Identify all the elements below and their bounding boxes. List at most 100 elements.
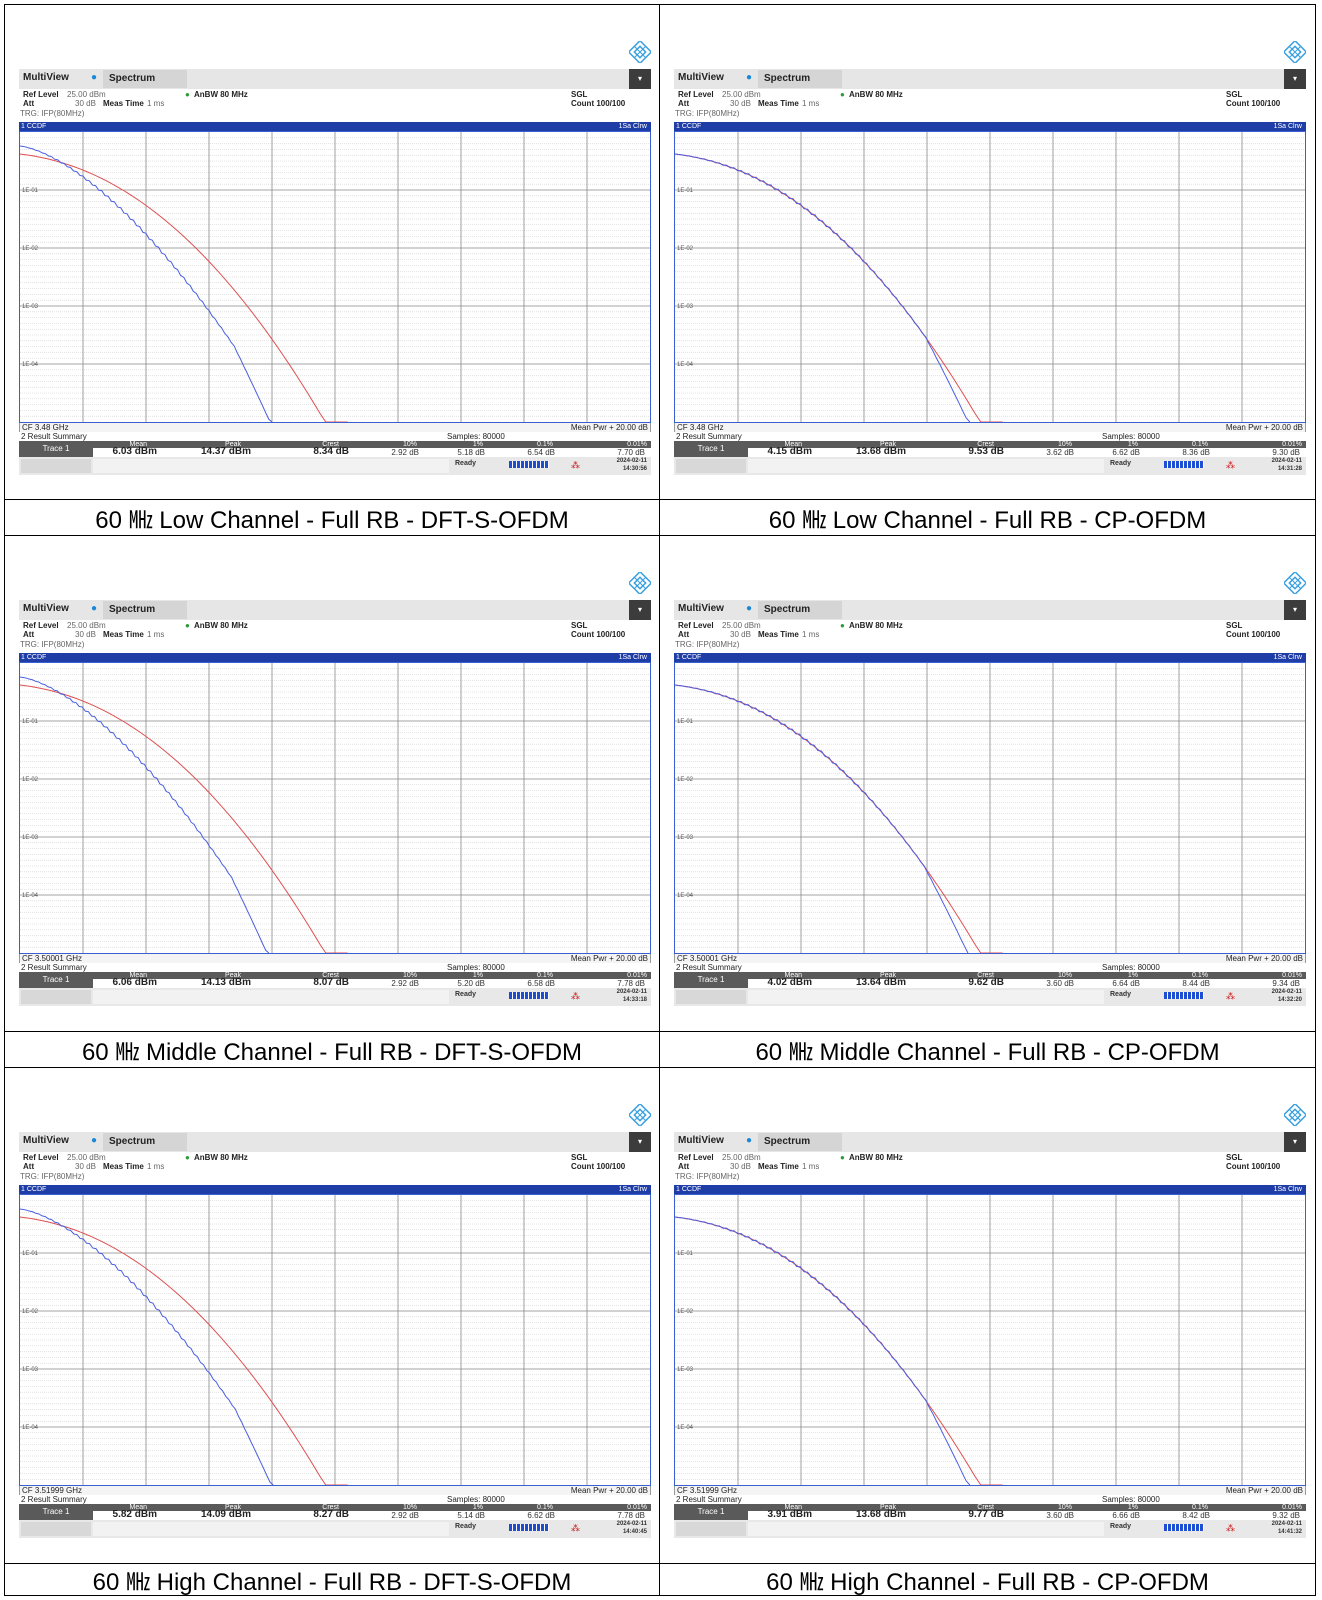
sgl-label: SGL [571, 621, 588, 630]
trace-mode-label: 1Sa Clrw [1273, 1186, 1302, 1193]
status-bar: Ready ⁂ 2024-02-11 14:30:56 [19, 457, 651, 475]
status-field-left [21, 459, 91, 473]
menu-chevron-icon[interactable]: ▾ [1284, 1132, 1306, 1152]
meas-time-value: 1 ms [802, 99, 820, 108]
result-table: Trace 1 Mean Peak Crest 10% 1% 0.1% 0.01… [674, 972, 1306, 988]
rohde-schwarz-logo-icon [629, 572, 651, 594]
col-1pct: 1% [1127, 972, 1138, 979]
menu-chevron-icon[interactable]: ▾ [629, 1132, 651, 1152]
multiview-label[interactable]: MultiView [23, 1135, 69, 1146]
ccdf-plot[interactable]: 1E-01 1E-02 1E-03 1E-04 [19, 1194, 651, 1486]
trace-reference [20, 153, 348, 422]
ccdf-plot[interactable]: 1E-01 1E-02 1E-03 1E-04 [674, 1194, 1306, 1486]
col-crest: Crest [322, 972, 339, 979]
network-icon: ⁂ [1226, 460, 1235, 470]
trigger-label: TRG: IFP(80MHz) [675, 109, 740, 118]
meas-time-label: Meas Time [758, 99, 799, 108]
measurement-info: Ref Level 25.00 dBm ● AnBW 80 MHz Att 30… [19, 1152, 651, 1184]
trace-label: Trace 1 [674, 972, 748, 988]
tab-spectrum[interactable]: Spectrum [103, 601, 187, 619]
status-field-main [93, 459, 449, 473]
result-table: Trace 1 Mean Peak Crest 10% 1% 0.1% 0.01… [19, 1504, 651, 1520]
menu-chevron-icon[interactable]: ▾ [1284, 69, 1306, 89]
mean-power-scale: Mean Pwr + 20.00 dB [1225, 423, 1303, 432]
ready-status: Ready [455, 1523, 477, 1530]
y-tick-label: 1E-03 [22, 1367, 39, 1373]
anbw-dot-icon: ● [840, 621, 845, 630]
multiview-label[interactable]: MultiView [23, 603, 69, 614]
ccdf-plot[interactable]: 1E-01 1E-02 1E-03 1E-04 [19, 662, 651, 954]
ccdf-window-header: 1 CCDF 1Sa Clrw [19, 1185, 651, 1194]
count-label: Count 100/100 [571, 630, 626, 639]
sgl-label: SGL [1226, 621, 1243, 630]
anbw-dot-icon: ● [840, 1153, 845, 1162]
samples-label: Samples: 80000 [447, 963, 505, 972]
meas-time-value: 1 ms [147, 630, 165, 639]
col-01pct: 0.1% [537, 1504, 553, 1511]
col-crest: Crest [322, 441, 339, 448]
progress-bar [1164, 992, 1204, 999]
rohde-schwarz-logo-icon [1284, 572, 1306, 594]
att-label: Att [678, 630, 690, 639]
menu-chevron-icon[interactable]: ▾ [629, 69, 651, 89]
y-tick-label: 1E-01 [22, 188, 39, 194]
screenshot-cell: MultiView ● Spectrum ▾ Ref Level 25.00 d… [660, 536, 1316, 1032]
date-time: 2024-02-11 14:33:18 [616, 989, 647, 1003]
col-01pct: 0.1% [537, 972, 553, 979]
tab-spectrum[interactable]: Spectrum [103, 1133, 187, 1151]
mean-power-scale: Mean Pwr + 20.00 dB [570, 954, 648, 963]
tab-spectrum[interactable]: Spectrum [758, 70, 842, 88]
trace-label: Trace 1 [674, 441, 748, 457]
value-01pct: 6.58 dB [527, 979, 555, 988]
anbw-dot-icon: ● [185, 621, 190, 630]
trace-measured [20, 1208, 274, 1485]
value-10pct: 2.92 dB [391, 1511, 419, 1520]
ccdf-window-header: 1 CCDF 1Sa Clrw [19, 122, 651, 131]
plot-footer: CF 3.48 GHz Mean Pwr + 20.00 dB [674, 423, 1306, 432]
att-value: 30 dB [75, 630, 96, 639]
tab-spectrum[interactable]: Spectrum [758, 1133, 842, 1151]
ref-level-label: Ref Level [23, 621, 59, 630]
ccdf-plot[interactable]: 1E-01 1E-02 1E-03 1E-04 [674, 131, 1306, 423]
col-mean: Mean [129, 1504, 147, 1511]
date-time: 2024-02-11 14:40:45 [616, 1521, 647, 1535]
title-bar: MultiView ● Spectrum ▾ [19, 1132, 651, 1152]
y-tick-label: 1E-03 [22, 304, 39, 310]
menu-chevron-icon[interactable]: ▾ [629, 600, 651, 620]
ccdf-plot[interactable]: 1E-01 1E-02 1E-03 1E-04 [19, 131, 651, 423]
value-mean: 3.91 dBm [767, 1509, 812, 1520]
meas-time-value: 1 ms [147, 99, 165, 108]
value-10pct: 2.92 dB [391, 979, 419, 988]
y-tick-label: 1E-02 [22, 1309, 39, 1315]
trace-measured [20, 676, 270, 953]
ccdf-plot[interactable]: 1E-01 1E-02 1E-03 1E-04 [674, 662, 1306, 954]
tab-spectrum[interactable]: Spectrum [103, 70, 187, 88]
trigger-label: TRG: IFP(80MHz) [675, 1172, 740, 1181]
multiview-label[interactable]: MultiView [678, 603, 724, 614]
col-1pct: 1% [1127, 1504, 1138, 1511]
center-frequency: CF 3.51999 GHz [22, 1486, 83, 1495]
meas-time-value: 1 ms [802, 1162, 820, 1171]
multiview-label[interactable]: MultiView [678, 1135, 724, 1146]
anbw-value: AnBW 80 MHz [194, 1153, 248, 1162]
center-frequency: CF 3.48 GHz [22, 423, 69, 432]
multiview-label[interactable]: MultiView [678, 72, 724, 83]
ref-level-label: Ref Level [678, 1153, 714, 1162]
menu-chevron-icon[interactable]: ▾ [1284, 600, 1306, 620]
plot-footer: CF 3.50001 GHz Mean Pwr + 20.00 dB [674, 954, 1306, 963]
value-crest: 9.77 dB [968, 1509, 1004, 1520]
anbw-dot-icon: ● [185, 90, 190, 99]
value-peak: 14.09 dBm [200, 1509, 251, 1520]
ccdf-label: 1 CCDF [676, 123, 702, 130]
value-001pct: 7.78 dB [617, 1511, 645, 1520]
meas-time-value: 1 ms [147, 1162, 165, 1171]
meas-time-label: Meas Time [103, 1162, 144, 1171]
multiview-label[interactable]: MultiView [23, 72, 69, 83]
sgl-label: SGL [571, 1153, 588, 1162]
screenshot-cell: MultiView ● Spectrum ▾ Ref Level 25.00 d… [660, 4, 1316, 500]
tab-spectrum[interactable]: Spectrum [758, 601, 842, 619]
col-peak: Peak [225, 1504, 241, 1511]
analyzer-screenshot: MultiView ● Spectrum ▾ Ref Level 25.00 d… [19, 21, 651, 481]
result-summary-label: 2 Result Summary [676, 1495, 742, 1504]
att-label: Att [678, 99, 690, 108]
